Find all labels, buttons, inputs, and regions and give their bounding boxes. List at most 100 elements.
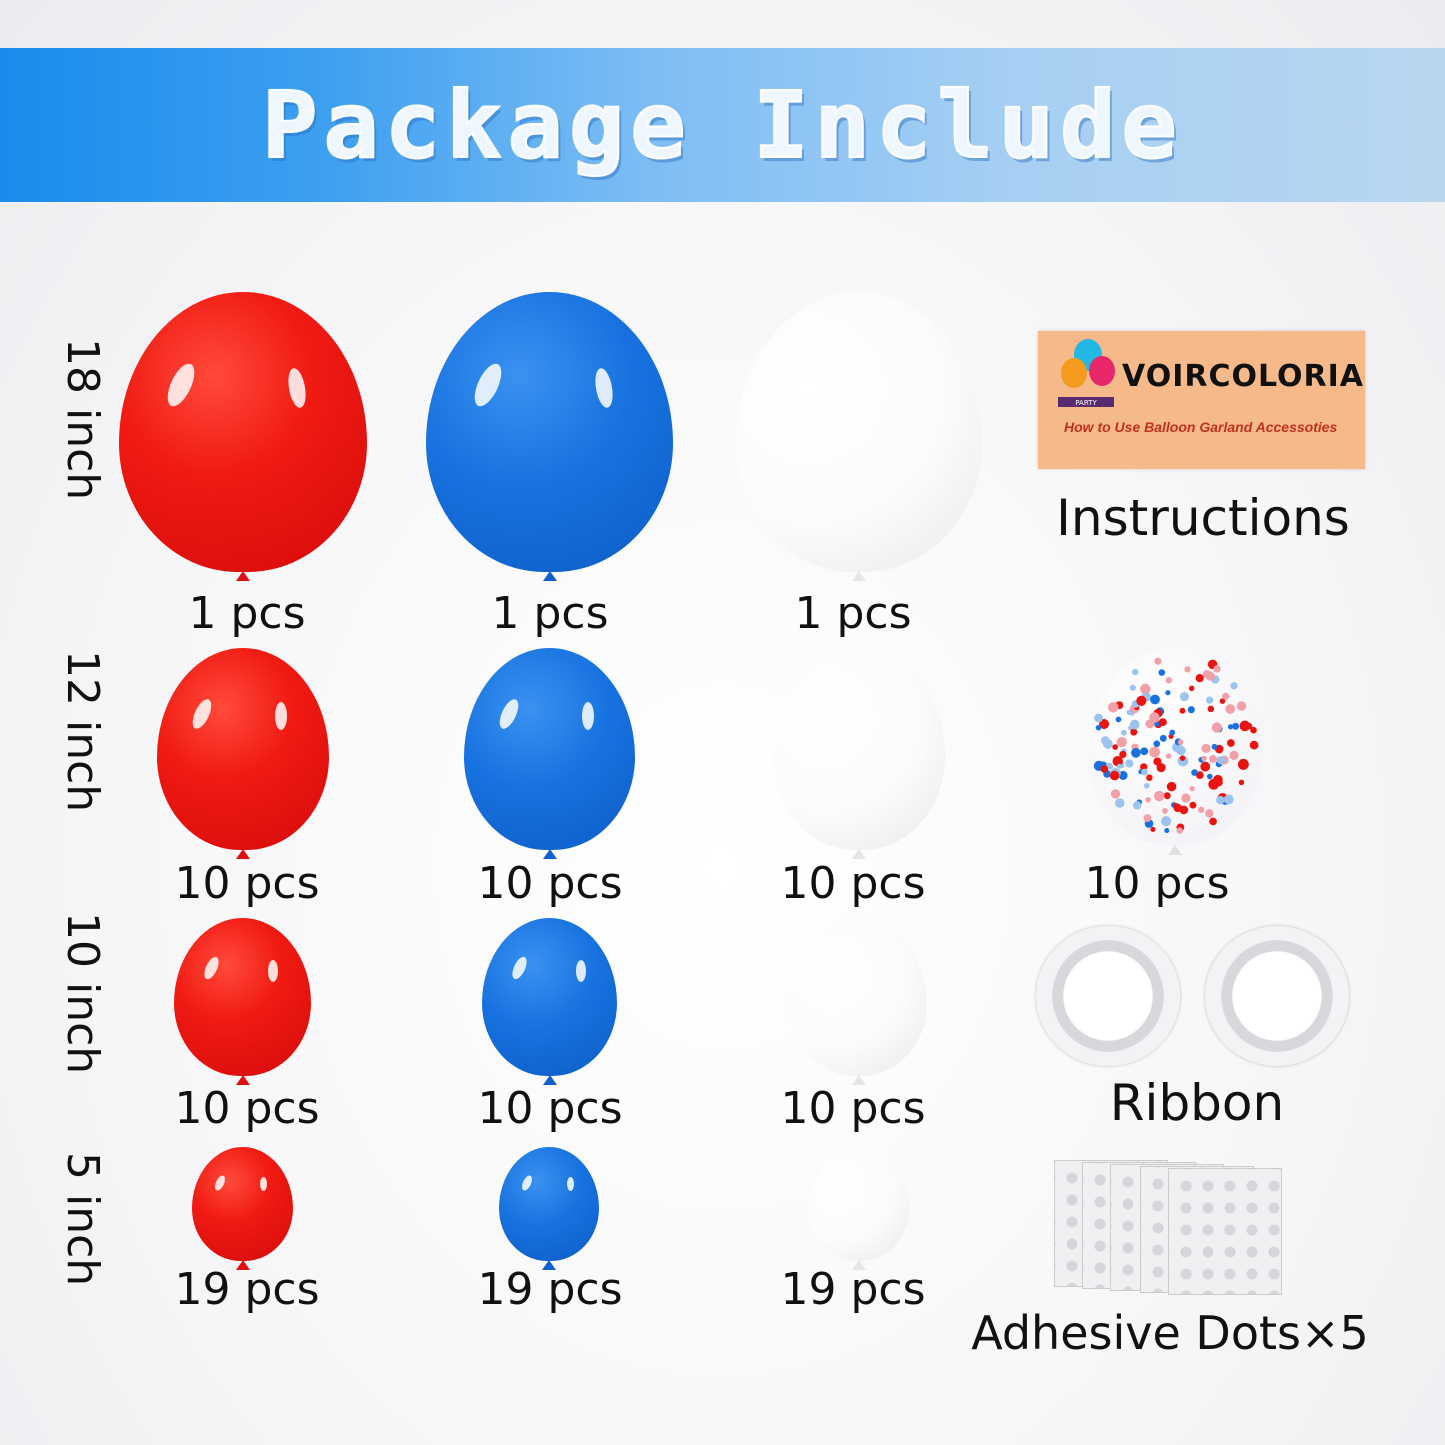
confetti-dot [1195,674,1204,683]
confetti-dot [1216,756,1224,764]
count-red-18: 1 pcs [188,588,306,639]
confetti-dot [1232,722,1240,730]
confetti-dot [1179,805,1189,815]
confetti-dot [1188,685,1195,692]
count-blue-12: 10 pcs [477,858,623,909]
ribbon-roll-icon [1205,926,1349,1066]
count-red-12: 10 pcs [174,858,320,909]
confetti-dot [1216,795,1225,805]
confetti-dots [1093,657,1259,834]
red-balloon-18 [119,292,367,581]
confetti-dot [1177,739,1184,745]
confetti-dot [1121,729,1127,736]
confetti-dot [1125,759,1134,768]
size-label-12: 12 inch [57,650,108,813]
confetti-dot [1165,677,1173,684]
confetti-dot [1136,695,1147,706]
confetti-dot [1146,774,1153,781]
confetti-dot [1108,702,1119,713]
confetti-dot [1226,739,1235,747]
confetti-dot [1189,786,1195,792]
confetti-dot [1205,671,1215,681]
confetti-dot [1145,797,1151,803]
confetti-dot [1187,706,1195,714]
confetti-dot [1207,773,1213,780]
confetti-dot [1238,779,1245,786]
count-white-5: 19 pcs [780,1264,926,1315]
confetti-dot [1149,712,1160,723]
confetti-dot [1162,808,1168,814]
confetti-dot [1230,682,1238,690]
red-balloon-12 [157,648,329,859]
ribbon-roll-icon [1036,926,1180,1066]
size-label-18: 18 inch [57,338,108,501]
page-title: Package Include [261,71,1183,180]
count-red-5: 19 pcs [174,1264,320,1315]
confetti-dot [1250,726,1257,734]
confetti-dot [1112,744,1119,750]
confetti-dot [1219,698,1226,704]
confetti-dot [1118,770,1128,780]
confetti-dot [1109,770,1120,781]
blue-balloon-5 [499,1147,599,1270]
confetti-dot [1222,692,1230,700]
count-blue-10: 10 pcs [477,1083,623,1134]
confetti-dot [1201,755,1207,762]
count-white-18: 1 pcs [794,588,912,639]
confetti-dot [1211,743,1218,750]
confetti-dot [1116,737,1127,748]
confetti-dot [1131,668,1139,676]
confetti-dot [1201,743,1211,754]
confetti-dot [1207,705,1215,713]
size-label-5: 5 inch [57,1152,108,1287]
ribbon-label: Ribbon [1109,1074,1285,1132]
confetti-dot [1164,828,1170,834]
blue-balloon-18 [426,292,673,581]
confetti-dot [1229,750,1239,761]
white-balloon-10 [790,918,927,1085]
confetti-dot [1225,704,1236,714]
confetti-dot [1176,745,1186,756]
red-balloon-10 [174,918,311,1085]
confetti-dot [1211,722,1223,733]
confetti-dot [1179,707,1186,714]
white-balloon-18 [736,292,982,581]
header-banner: Package Include [0,48,1445,202]
confetti-dot [1154,657,1162,665]
confetti-dot [1249,740,1259,750]
confetti-dot [1173,802,1179,809]
confetti-dot [1200,761,1211,772]
confetti-dot [1150,694,1160,705]
confetti-dot [1166,781,1177,792]
blue-balloon-10 [482,918,617,1085]
count-white-10: 10 pcs [780,1083,926,1134]
confetti-dot [1129,684,1136,691]
confetti-dot [1163,792,1171,800]
size-label-10: 10 inch [57,912,108,1075]
confetti-dot [1131,748,1141,758]
confetti-dot [1227,724,1234,730]
confetti-dot [1100,765,1109,773]
confetti-dot [1156,763,1166,773]
confetti-dot [1208,754,1217,763]
white-balloon-12 [773,648,945,859]
adhesive-dots-label: Adhesive Dots×5 [971,1306,1369,1360]
count-blue-18: 1 pcs [491,588,609,639]
confetti-dot [1149,746,1160,758]
confetti-dot [1153,740,1161,748]
confetti-dot [1126,709,1133,716]
confetti-dot [1144,783,1150,789]
confetti-dot [1153,790,1165,802]
confetti-dot [1140,747,1149,756]
confetti-dot [1213,665,1221,673]
confetti-dot [1099,719,1110,730]
confetti-dot [1213,774,1223,785]
confetti-dot [1129,719,1140,730]
confetti-dot [1197,806,1205,813]
confetti-dot [1114,798,1125,808]
confetti-dot [1110,789,1121,799]
adhesive-dot-sheet [1168,1168,1282,1295]
confetti-dot [1159,734,1167,742]
confetti-dot [1191,769,1198,776]
confetti-dot [1130,728,1138,736]
